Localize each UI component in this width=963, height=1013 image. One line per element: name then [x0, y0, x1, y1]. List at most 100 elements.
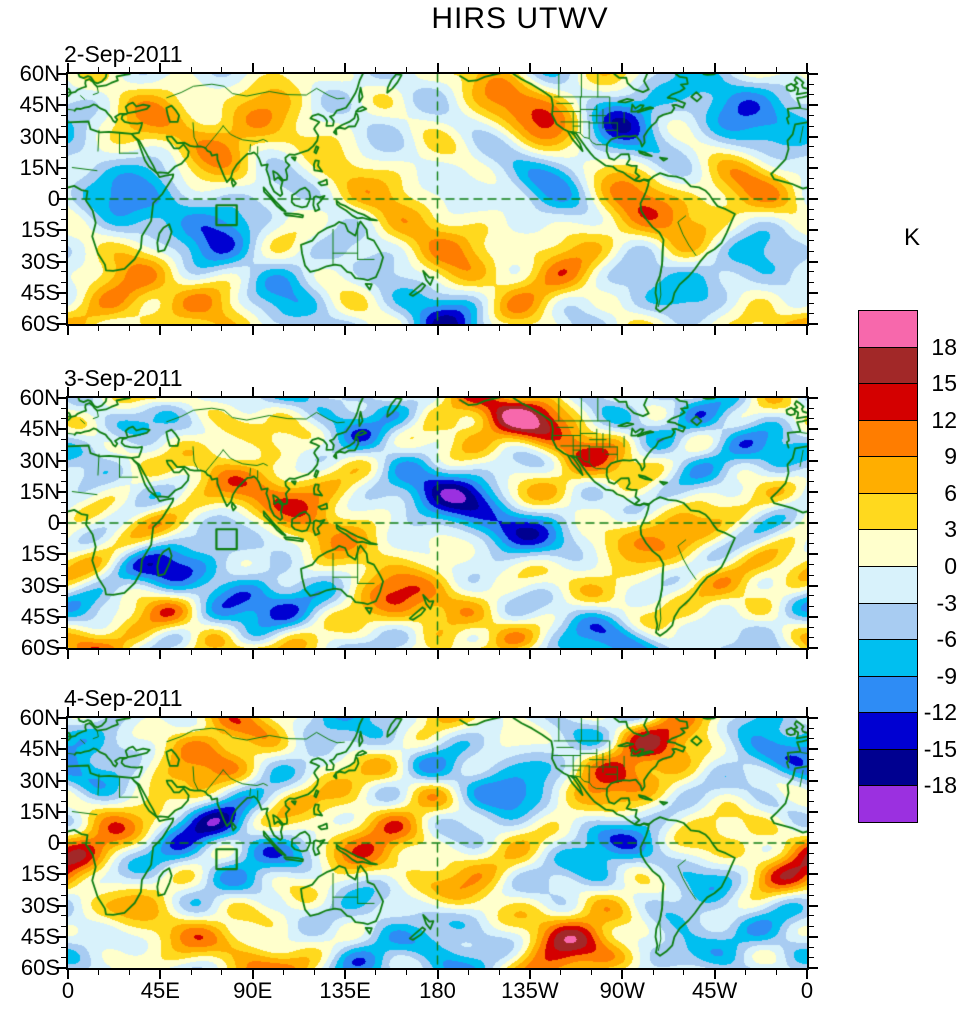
axis-tick: [713, 970, 716, 979]
axis-tick: [57, 717, 66, 719]
axis-tick: [375, 326, 377, 331]
axis-tick: [57, 198, 66, 200]
axis-tick: [57, 615, 66, 618]
axis-tick: [560, 391, 562, 396]
axis-tick: [221, 326, 223, 331]
axis-tick: [159, 707, 162, 716]
axis-tick: [61, 302, 66, 304]
axis-tick: [406, 326, 408, 331]
axis-tick: [313, 67, 315, 72]
axis-tick: [67, 387, 69, 396]
axis-tick: [713, 650, 716, 659]
axis-tick: [57, 104, 66, 107]
axis-tick: [809, 501, 814, 503]
axis-tick: [61, 626, 66, 628]
axis-tick: [809, 323, 818, 325]
colorbar-cell: [858, 383, 918, 421]
axis-tick: [621, 326, 624, 335]
axis-tick: [61, 156, 66, 158]
x-tick-label: 0: [61, 978, 75, 1003]
colorbar-tick-label: 6: [944, 479, 957, 506]
axis-tick: [809, 198, 818, 200]
axis-tick: [57, 73, 66, 75]
colorbar-tick-label: -6: [936, 626, 957, 653]
axis-tick: [809, 595, 814, 597]
y-tick-label: 60N: [19, 385, 60, 410]
axis-tick: [809, 873, 818, 876]
axis-tick: [809, 281, 814, 283]
axis-tick: [528, 63, 531, 72]
axis-tick: [57, 323, 66, 325]
axis-tick: [809, 748, 818, 751]
axis-tick: [375, 711, 377, 716]
axis-tick: [809, 967, 818, 969]
axis-tick: [498, 391, 500, 396]
colorbar-tick-label: -12: [923, 699, 957, 726]
axis-tick: [375, 67, 377, 72]
axis-tick: [57, 842, 66, 844]
axis-tick: [57, 779, 66, 782]
axis-tick: [528, 650, 531, 659]
axis-tick: [560, 326, 562, 331]
axis-tick: [251, 63, 254, 72]
axis-tick: [775, 326, 777, 331]
axis-tick: [406, 67, 408, 72]
axis-tick: [528, 387, 531, 396]
axis-tick: [775, 711, 777, 716]
axis-tick: [67, 707, 69, 716]
x-tick-label: 90W: [599, 978, 645, 1003]
axis-tick: [713, 707, 716, 716]
axis-tick: [61, 439, 66, 441]
axis-tick: [809, 439, 814, 441]
axis-tick: [61, 418, 66, 420]
axis-tick: [98, 326, 100, 331]
axis-tick: [436, 650, 439, 659]
axis-tick: [652, 970, 654, 975]
axis-tick: [809, 810, 818, 813]
axis-tick: [61, 769, 66, 771]
axis-tick: [809, 637, 814, 639]
axis-tick: [590, 711, 592, 716]
axis-tick: [251, 387, 254, 396]
axis-tick: [61, 240, 66, 242]
axis-tick: [344, 326, 347, 335]
axis-tick: [159, 387, 162, 396]
axis-tick: [809, 935, 818, 938]
y-tick-label: 60S: [20, 311, 60, 336]
axis-tick: [809, 863, 814, 865]
axis-tick: [61, 543, 66, 545]
axis-tick: [61, 894, 66, 896]
axis-tick: [61, 146, 66, 148]
axis-tick: [57, 967, 66, 969]
axis-tick: [683, 326, 685, 331]
axis-tick: [61, 470, 66, 472]
axis-tick: [590, 326, 592, 331]
axis-tick: [98, 650, 100, 655]
axis-tick: [61, 501, 66, 503]
x-tick-label: 135E: [319, 978, 371, 1003]
axis-tick: [744, 67, 746, 72]
axis-tick: [744, 391, 746, 396]
axis-tick: [809, 83, 814, 85]
axis-tick: [283, 650, 285, 655]
colorbar-tick-label: 3: [944, 516, 957, 543]
x-tick-label: 0: [800, 978, 814, 1003]
axis-tick: [683, 650, 685, 655]
axis-tick: [652, 711, 654, 716]
axis-tick: [809, 615, 818, 618]
colorbar-cell: [858, 456, 918, 494]
y-tick-label: 30N: [19, 767, 60, 793]
axis-tick: [61, 800, 66, 802]
axis-tick: [61, 821, 66, 823]
axis-tick: [809, 302, 814, 304]
axis-tick: [809, 904, 818, 907]
axis-tick: [683, 970, 685, 975]
axis-tick: [221, 67, 223, 72]
colorbar-tick-label: -3: [936, 589, 957, 616]
axis-tick: [590, 650, 592, 655]
axis-tick: [61, 637, 66, 639]
axis-tick: [251, 707, 254, 716]
axis-tick: [67, 650, 69, 659]
axis-tick: [809, 800, 814, 802]
axis-tick: [221, 391, 223, 396]
